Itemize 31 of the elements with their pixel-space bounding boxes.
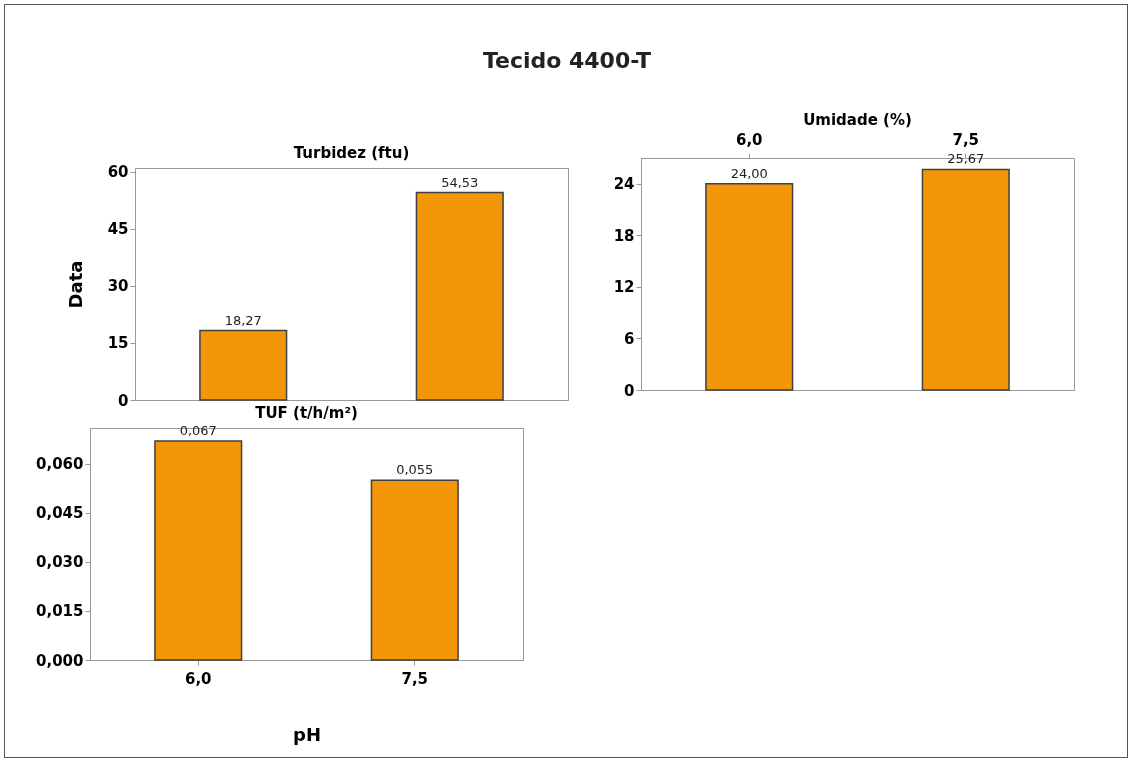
data-label: 25,67 <box>947 151 985 167</box>
x-tick-label: 6,0 <box>184 669 212 688</box>
text: Tecido 4400-T <box>481 48 653 73</box>
y-tick-label: 6 <box>624 329 635 348</box>
y-tick-label: 60 <box>107 163 129 182</box>
y-tick-label: 0,045 <box>36 504 84 523</box>
chart-title: TUF (t/h/m²) <box>255 404 358 423</box>
data-label: 0,055 <box>396 462 434 478</box>
y-tick-label: 45 <box>107 220 129 239</box>
x-tick-label: 6,0 <box>735 130 763 149</box>
chart-title: Umidade (%) <box>803 111 912 129</box>
y-tick-label: 12 <box>613 278 635 297</box>
y-tick-label: 0,030 <box>36 553 84 572</box>
y-tick-label: 24 <box>613 175 635 194</box>
data-label: 0,067 <box>179 423 217 439</box>
data-label: 54,53 <box>441 174 479 190</box>
data-label: 24,00 <box>730 165 768 181</box>
x-tick-label: 7,5 <box>952 130 980 149</box>
y-tick-label: 0,000 <box>36 651 84 670</box>
y-axis-title: Data <box>64 260 86 309</box>
data-label: 18,27 <box>224 312 262 328</box>
y-tick-label: 0 <box>624 381 635 400</box>
y-tick-label: 18 <box>613 226 635 245</box>
y-tick-label: 30 <box>107 277 129 296</box>
y-tick-label: 15 <box>107 334 129 353</box>
x-axis-title: pH <box>293 723 321 745</box>
chart-title: Turbidez (ftu) <box>293 143 410 162</box>
y-tick-label: 0,060 <box>36 455 84 474</box>
y-tick-label: 0,015 <box>36 602 84 621</box>
x-tick-label: 7,5 <box>401 669 429 688</box>
y-tick-label: 0 <box>118 391 129 410</box>
